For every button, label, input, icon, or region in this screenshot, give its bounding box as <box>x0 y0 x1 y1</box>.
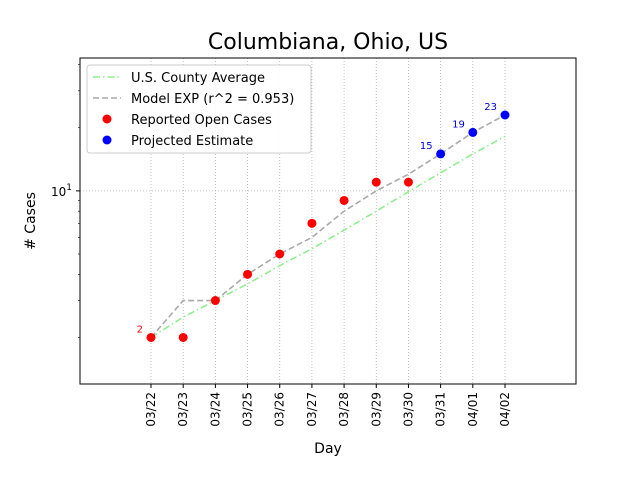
reported-point <box>339 195 349 205</box>
x-axis-ticks: 03/22 03/23 03/24 03/25 03/26 03/27 03/28 03/29… <box>144 384 512 427</box>
reported-point <box>178 332 188 342</box>
x-tick-label: 04/01 <box>466 392 480 427</box>
x-tick-label: 03/24 <box>208 392 222 427</box>
chart-title: Columbiana, Ohio, US <box>208 30 448 55</box>
y-axis-label: # Cases <box>23 192 39 250</box>
marker-layer <box>146 110 510 342</box>
plot-frame <box>79 57 577 385</box>
legend-swatch <box>102 114 112 124</box>
x-tick-label: 03/22 <box>144 392 158 427</box>
x-tick-label: 03/31 <box>434 392 448 427</box>
data-label: 23 <box>484 102 497 113</box>
legend-label: U.S. County Average <box>131 71 265 86</box>
x-axis-label: Day <box>314 441 342 457</box>
series-line-model <box>150 114 506 338</box>
legend-swatch <box>102 135 112 145</box>
reported-point <box>371 177 381 187</box>
legend: U.S. County Average Model EXP (r^2 = 0.95… <box>86 64 312 154</box>
y-tick-label: 101 <box>51 183 72 199</box>
series-line-us <box>150 135 506 339</box>
annotation-layer: 2 15 19 23 <box>137 102 497 335</box>
legend-label: Projected Estimate <box>131 134 253 149</box>
projected-point <box>500 110 510 120</box>
legend-box <box>86 64 312 154</box>
x-tick-label: 03/23 <box>176 392 190 427</box>
x-tick-label: 03/28 <box>337 392 351 427</box>
x-tick-label: 03/25 <box>241 392 255 427</box>
reported-point <box>243 269 253 279</box>
x-tick-label: 04/02 <box>498 392 512 427</box>
legend-label: Model EXP (r^2 = 0.953) <box>131 92 294 107</box>
x-tick-label: 03/26 <box>273 392 287 427</box>
projected-point <box>436 149 446 159</box>
x-tick-label: 03/29 <box>369 392 383 427</box>
projected-point <box>468 127 478 137</box>
reported-point <box>307 218 317 228</box>
data-label: 2 <box>137 324 143 335</box>
reported-point <box>275 249 285 259</box>
reported-point <box>146 332 156 342</box>
reported-point <box>210 296 220 306</box>
data-label: 19 <box>452 119 465 130</box>
data-label: 15 <box>420 141 433 152</box>
reported-point <box>403 177 413 187</box>
y-axis-ticks: 101 <box>51 64 80 338</box>
series-layer <box>150 114 506 339</box>
x-tick-label: 03/30 <box>401 392 415 427</box>
legend-label: Reported Open Cases <box>131 113 272 128</box>
x-tick-label: 03/27 <box>305 392 319 427</box>
